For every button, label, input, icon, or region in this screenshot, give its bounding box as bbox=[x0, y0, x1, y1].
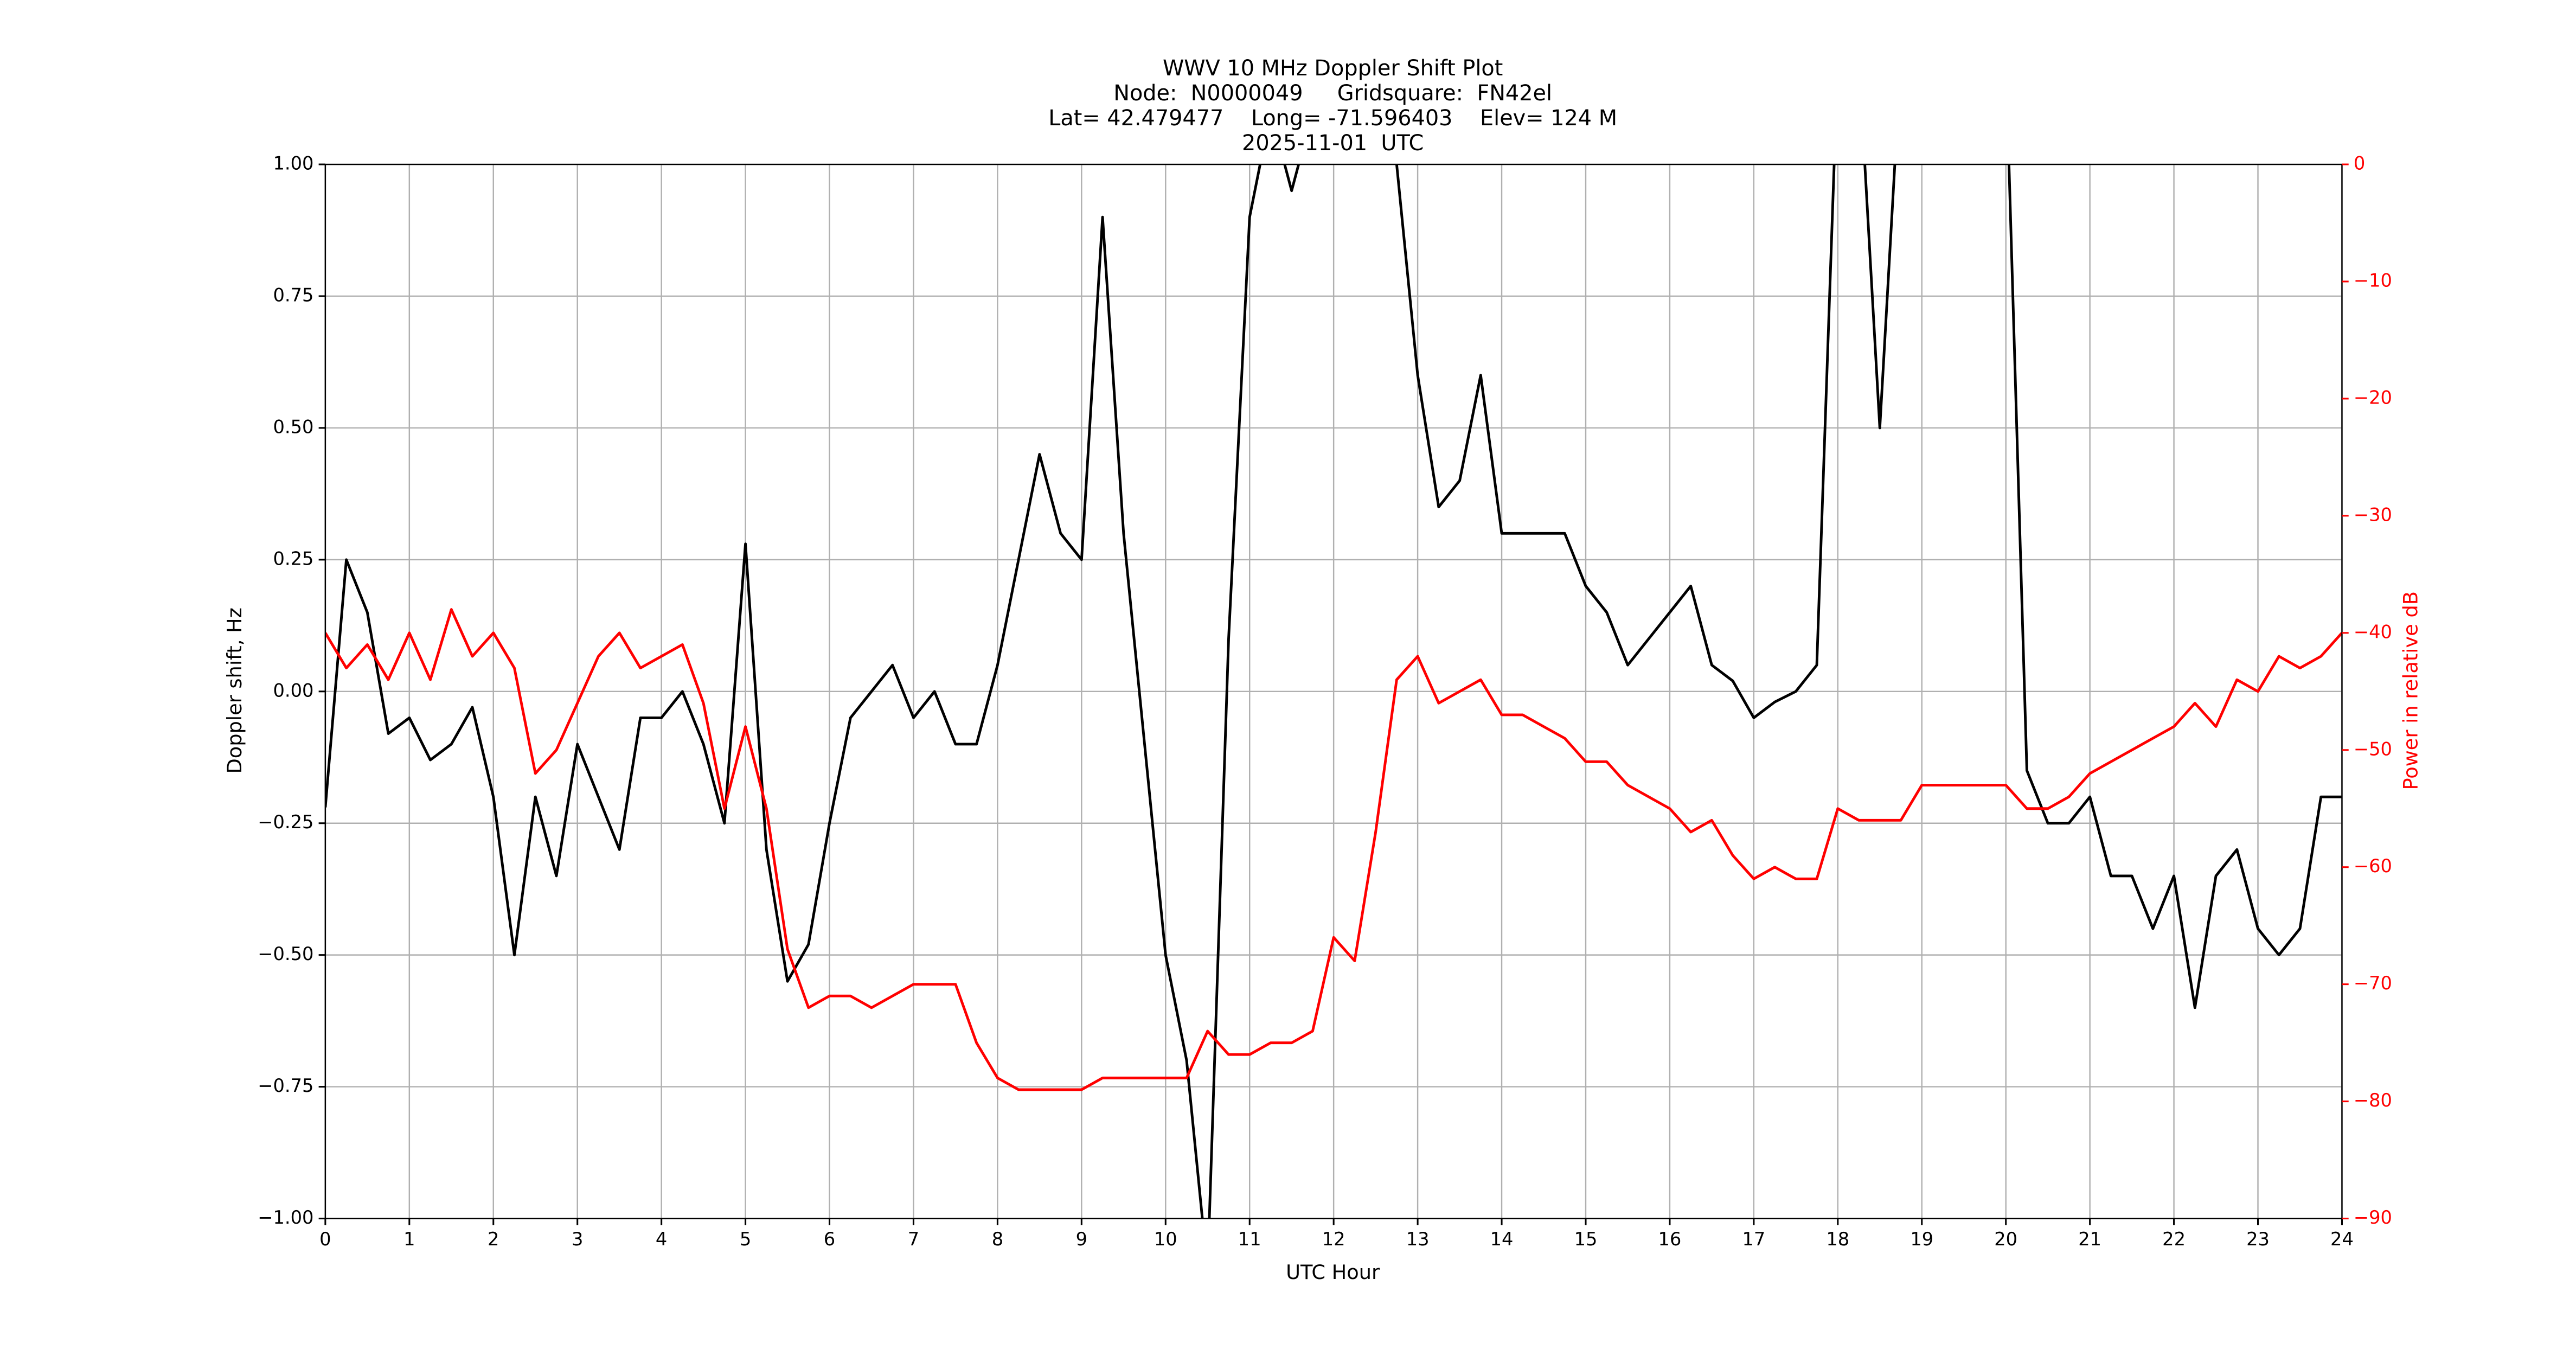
x-tick-label: 21 bbox=[2078, 1229, 2101, 1250]
y-tick-label: −1.00 bbox=[258, 1207, 313, 1228]
x-tick-label: 12 bbox=[1322, 1229, 1345, 1250]
chart-title: Node: N0000049 Gridsquare: FN42el bbox=[1113, 81, 1552, 106]
x-tick-label: 3 bbox=[572, 1229, 583, 1250]
x-tick-label: 20 bbox=[1994, 1229, 2017, 1250]
y2-tick-label: −80 bbox=[2354, 1090, 2392, 1111]
x-tick-label: 9 bbox=[1076, 1229, 1087, 1250]
y-tick-label: 0.25 bbox=[273, 548, 313, 569]
data-line bbox=[325, 608, 2342, 1091]
x-tick-label: 2 bbox=[488, 1229, 499, 1250]
x-tick-label: 13 bbox=[1406, 1229, 1430, 1250]
y-tick-label: −0.50 bbox=[258, 943, 313, 964]
x-tick-label: 10 bbox=[1154, 1229, 1177, 1250]
y2-tick-label: −40 bbox=[2354, 621, 2392, 642]
x-tick-label: 14 bbox=[1490, 1229, 1514, 1250]
y-axis-label: Doppler shift, Hz bbox=[223, 607, 246, 773]
y2-axis-label: Power in relative dB bbox=[2399, 591, 2423, 790]
chart-title: 2025-11-01 UTC bbox=[1242, 131, 1424, 156]
y2-tick-label: −10 bbox=[2354, 270, 2392, 291]
y2-tick-label: −20 bbox=[2354, 387, 2392, 408]
x-tick-label: 16 bbox=[1658, 1229, 1682, 1250]
chart-title: Lat= 42.479477 Long= -71.596403 Elev= 12… bbox=[1048, 106, 1617, 131]
x-tick-label: 15 bbox=[1574, 1229, 1598, 1250]
x-tick-label: 8 bbox=[992, 1229, 1003, 1250]
x-tick-label: 6 bbox=[824, 1229, 835, 1250]
y-tick-label: 0.00 bbox=[273, 680, 313, 701]
y2-tick-label: 0 bbox=[2354, 153, 2365, 174]
x-tick-label: 22 bbox=[2162, 1229, 2186, 1250]
x-tick-label: 0 bbox=[319, 1229, 331, 1250]
plot-lines bbox=[325, 164, 2342, 1219]
x-tick-label: 1 bbox=[403, 1229, 415, 1250]
y2-tick-label: −30 bbox=[2354, 504, 2392, 525]
x-tick-label: 23 bbox=[2246, 1229, 2270, 1250]
y2-tick-label: −50 bbox=[2354, 738, 2392, 759]
x-tick-label: 18 bbox=[1826, 1229, 1849, 1250]
y2-tick-label: −70 bbox=[2354, 973, 2392, 994]
data-line bbox=[325, 164, 2342, 1219]
y-tick-label: −0.75 bbox=[258, 1075, 313, 1096]
x-tick-label: 7 bbox=[908, 1229, 919, 1250]
y2-tick-label: −60 bbox=[2354, 855, 2392, 877]
y-tick-label: 0.50 bbox=[273, 416, 313, 437]
x-tick-label: 11 bbox=[1238, 1229, 1261, 1250]
y-tick-label: −0.25 bbox=[258, 811, 313, 833]
x-tick-label: 17 bbox=[1742, 1229, 1765, 1250]
y2-tick-label: −90 bbox=[2354, 1207, 2392, 1228]
x-tick-label: 24 bbox=[2330, 1229, 2354, 1250]
x-tick-label: 5 bbox=[740, 1229, 751, 1250]
x-tick-label: 4 bbox=[656, 1229, 667, 1250]
chart-title: WWV 10 MHz Doppler Shift Plot bbox=[1163, 56, 1503, 81]
x-tick-label: 19 bbox=[1910, 1229, 1933, 1250]
y-tick-label: 1.00 bbox=[273, 153, 313, 174]
y-tick-label: 0.75 bbox=[273, 284, 313, 305]
x-axis-label: UTC Hour bbox=[1286, 1261, 1380, 1284]
